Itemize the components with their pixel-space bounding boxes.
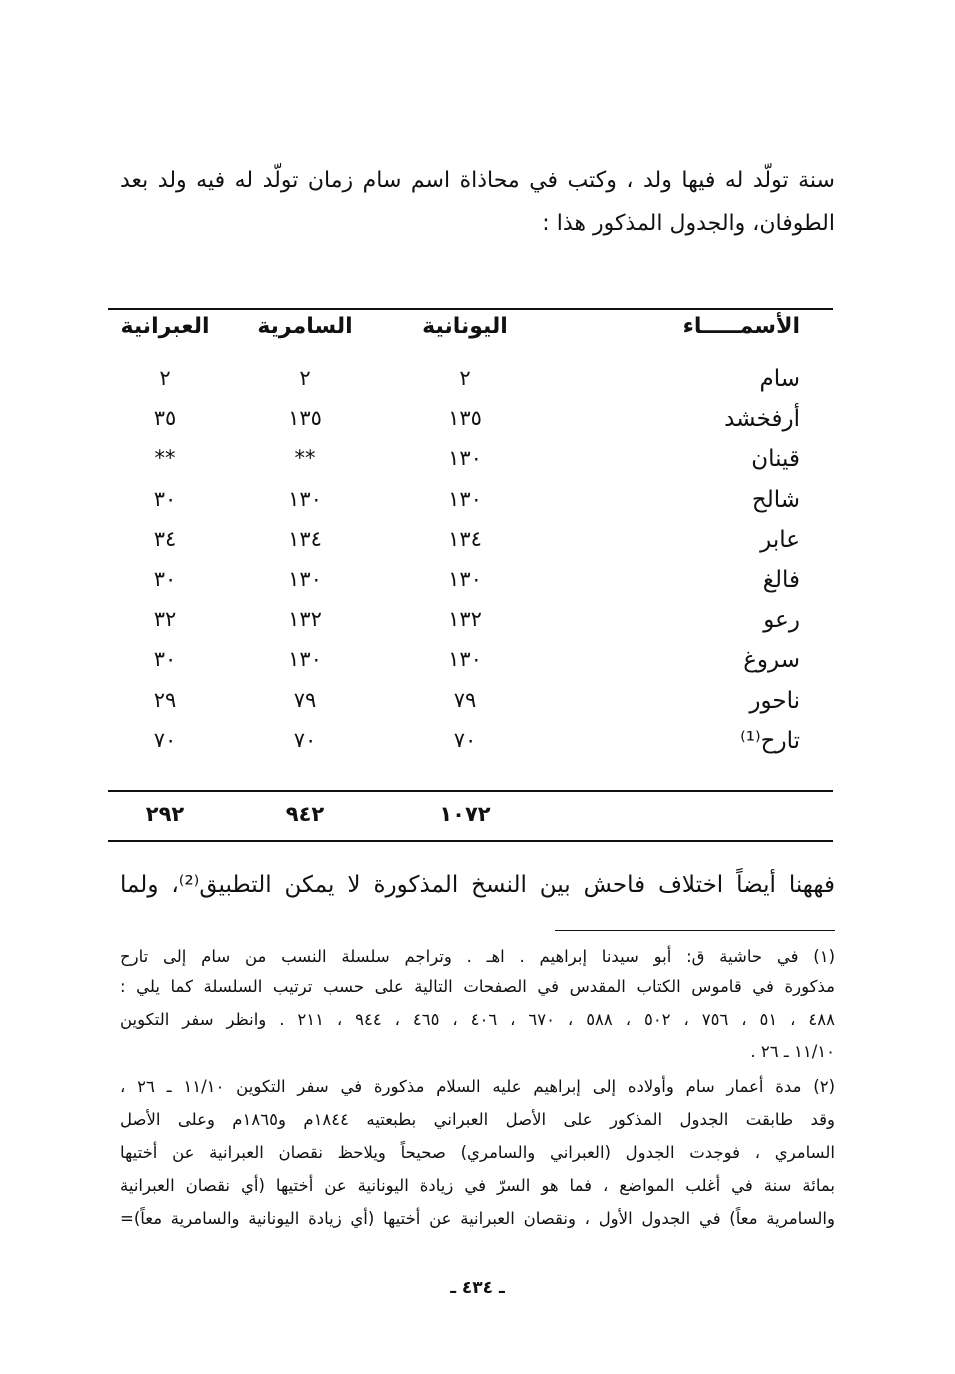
row-name: سروغ [743,647,800,674]
row-name: رعو [763,607,800,634]
header-greek: اليونانية [422,314,508,339]
row-name: شالح [751,486,800,513]
cell-hebrew: ٣٥ [153,406,177,431]
cell-samaritan: ١٣٠ [288,486,322,511]
cell-hebrew: ٣٠ [153,647,177,672]
cell-greek: ٢ [459,366,471,390]
cell-greek: ٧٠ [453,727,477,752]
header-hebrew: العبرانية [120,314,210,339]
cell-hebrew: ٢٩ [153,687,177,712]
cell-greek: ١٣٠ [448,486,482,511]
after-table-text: فههنا أيضاً اختلاف فاحش بين النسخ المذكو… [120,872,835,898]
header-names: الأسمـــــاء [682,314,800,339]
cell-greek: ١٣٥ [448,406,482,431]
table-top-rule [108,308,833,310]
header-samaritan: السامرية [257,314,353,339]
intro-line-1: سنة تولّد له فيها ولد ، وكتب في محاذاة ا… [120,168,835,193]
footnote-line: مذكورة في قاموس الكتاب المقدس في الصفحات… [120,977,835,996]
cell-greek: ١٣٢ [448,607,482,632]
total-greek: ١٠٧٢ [439,802,491,826]
cell-samaritan: ٢ [299,366,311,390]
footnote-line: السامري ، فوجدت الجدول (العبراني والسامر… [120,1143,835,1162]
footnote-line: والسامرية معاً) في الجدول الأول ، ونقصان… [120,1209,835,1228]
cell-samaritan: ٧٠ [293,727,317,752]
row-name: سام [759,366,800,392]
cell-greek: ٧٩ [453,687,477,712]
cell-hebrew: ** [154,446,176,471]
cell-greek: ١٣٤ [448,526,482,551]
total-samaritan: ٩٤٢ [285,802,325,826]
footnote-line: (٢) مدة أعمار سام وأولاده إلى إبراهيم عل… [120,1077,835,1096]
cell-samaritan: ١٣٠ [288,647,322,672]
cell-samaritan: ١٣٥ [288,406,322,431]
table-bottom-rule [108,840,833,842]
cell-samaritan: ** [294,446,316,471]
cell-hebrew: ٣٠ [153,486,177,511]
cell-samaritan: ١٣٠ [288,567,322,591]
footnote-separator [555,930,835,931]
cell-hebrew: ٣٢ [153,607,177,632]
cell-samaritan: ١٣٢ [288,607,322,632]
footnote-line: وقد طابقت الجدول المذكور على الأصل العبر… [120,1110,835,1129]
footnote-line: (١) في حاشية ق: أبو سيدنا إبراهيم . اهـ … [120,947,835,966]
cell-hebrew: ٢ [159,366,171,390]
row-name: تارح⁽¹⁾ [740,727,800,754]
cell-greek: ١٣٠ [448,446,482,471]
total-hebrew: ٢٩٢ [145,802,185,826]
cell-greek: ١٣٠ [448,567,482,591]
footnote-line: ١١/١٠ ـ ٢٦ . [750,1042,835,1061]
cell-hebrew: ٧٠ [153,727,177,752]
row-name: قينان [751,446,800,473]
table-total-rule [108,790,833,792]
row-name: ناحور [749,687,800,714]
row-name: أرفخشد [724,406,800,433]
cell-greek: ١٣٠ [448,647,482,672]
row-name: عابر [760,526,800,553]
cell-samaritan: ٧٩ [293,687,317,712]
footnote-line: ٤٨٨ ، ٥١ ، ٧٥٦ ، ٥٠٢ ، ٥٨٨ ، ٦٧٠ ، ٤٠٦ ،… [120,1010,835,1029]
intro-line-2: الطوفان، والجدول المذكور هذا : [542,211,835,236]
page-number: ـ ٤٣٤ ـ [450,1278,505,1298]
footnote-line: بمائة سنة في أغلب المواضع ، فما هو السرّ… [120,1176,835,1195]
cell-samaritan: ١٣٤ [288,526,322,551]
row-name: فالغ [762,567,800,593]
cell-hebrew: ٣٤ [153,526,177,551]
cell-hebrew: ٣٠ [153,567,177,591]
